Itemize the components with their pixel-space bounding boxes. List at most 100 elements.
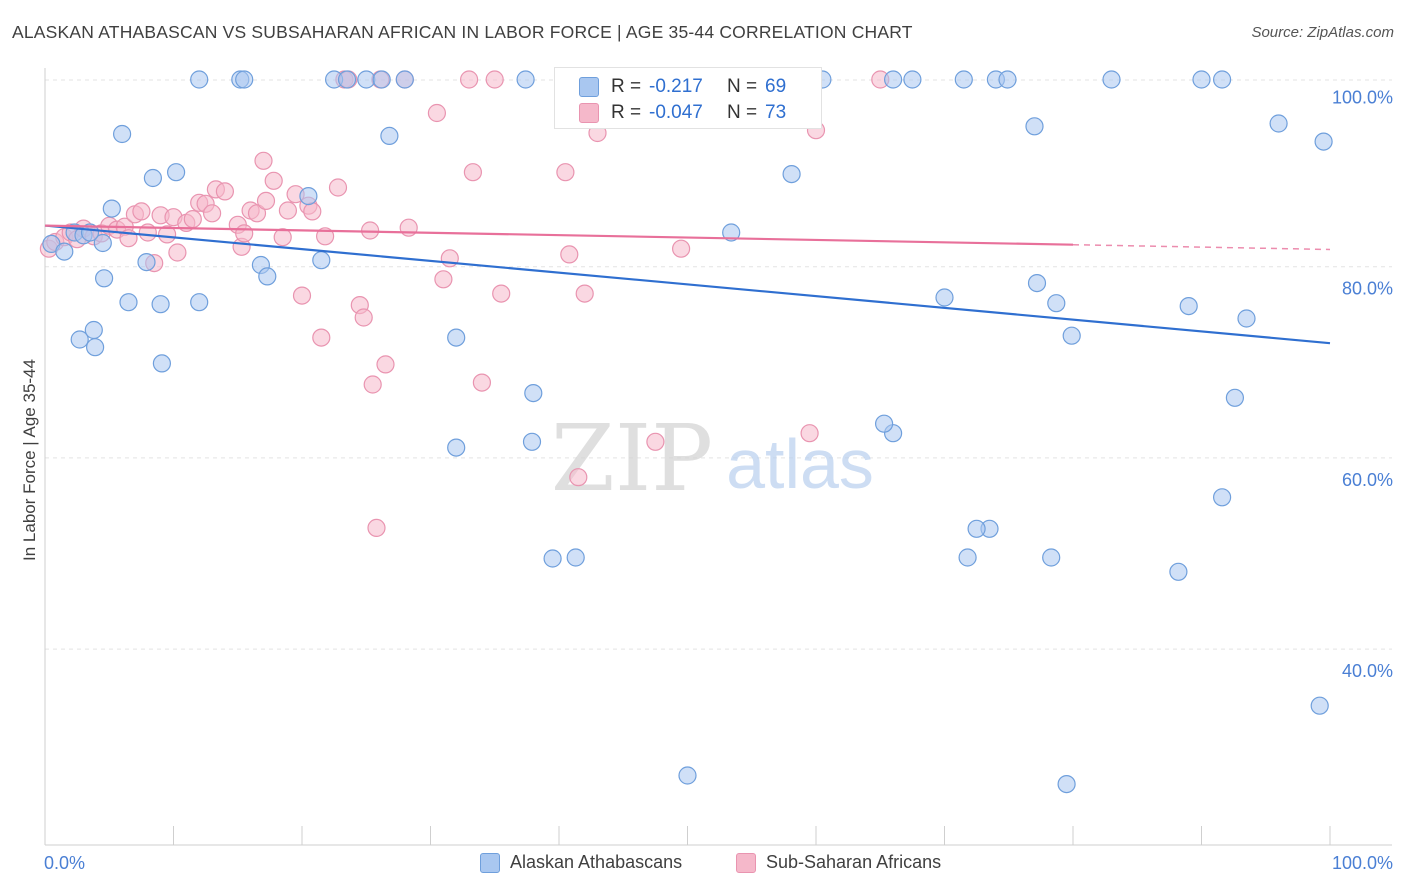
point-alaskan-athabascan [1314,132,1333,151]
legend-item-alaskan[interactable]: Alaskan Athabascans [480,852,682,873]
point-alaskan-athabascan [543,549,562,568]
trend-lines [44,224,1331,345]
point-sub-saharan-african [132,202,151,221]
point-sub-saharan-african [671,239,691,258]
point-sub-saharan-african [399,218,418,237]
point-alaskan-athabascan [967,519,986,538]
point-alaskan-athabascan [235,70,254,89]
y-tick-label: 60.0% [1342,470,1393,490]
point-alaskan-athabascan [55,242,74,261]
point-alaskan-athabascan [935,288,954,307]
point-alaskan-athabascan [998,70,1017,89]
point-alaskan-athabascan [722,223,741,242]
point-alaskan-athabascan [1025,117,1044,136]
stats-n-value: 69 [765,76,787,97]
point-sub-saharan-african [247,204,267,223]
point-sub-saharan-african [560,245,579,264]
point-alaskan-athabascan [152,354,171,373]
point-alaskan-athabascan [958,548,977,567]
point-sub-saharan-african [646,432,665,451]
stats-swatch-alaskan [579,77,599,97]
point-sub-saharan-african [278,201,297,220]
point-alaskan-athabascan [190,70,209,89]
point-sub-saharan-african [256,191,276,210]
point-alaskan-athabascan [1212,488,1232,507]
point-alaskan-athabascan [119,293,138,312]
point-sub-saharan-african [485,70,504,89]
point-alaskan-athabascan [1042,548,1061,567]
point-alaskan-athabascan [312,251,331,270]
point-alaskan-athabascan [167,163,186,182]
point-alaskan-athabascan [258,267,277,286]
point-sub-saharan-african [463,163,482,182]
point-alaskan-athabascan [874,414,894,433]
bottom-legend: Alaskan Athabascans Sub-Saharan Africans [0,852,1406,878]
point-sub-saharan-african [460,70,479,89]
legend-label-alaskan: Alaskan Athabascans [510,852,683,872]
point-sub-saharan-african [354,308,373,327]
point-alaskan-athabascan [516,70,535,89]
point-sub-saharan-african [235,224,254,243]
point-sub-saharan-african [312,328,331,347]
point-sub-saharan-african [303,202,322,221]
point-sub-saharan-african [168,243,187,262]
point-alaskan-athabascan [94,269,114,288]
point-sub-saharan-african [158,225,177,244]
point-sub-saharan-african [492,284,511,303]
point-sub-saharan-african [292,286,312,305]
point-alaskan-athabascan [1179,297,1198,316]
point-alaskan-athabascan [1169,562,1188,581]
watermark-zip: ZIP [551,405,713,512]
legend-swatch-subsaharan [736,852,756,873]
trend-line-sub-saharan-africans [44,224,1074,246]
point-alaskan-athabascan [151,295,170,314]
y-tick-label: 40.0% [1342,661,1393,681]
point-sub-saharan-african [800,424,819,443]
point-sub-saharan-african [575,284,594,303]
point-alaskan-athabascan [782,165,801,184]
point-alaskan-athabascan [954,70,973,89]
point-alaskan-athabascan [1192,70,1211,89]
trend-line-sub-saharan-africans-extension [1072,243,1331,251]
stats-swatch-subsaharan [579,103,599,123]
point-alaskan-athabascan [299,187,318,206]
point-alaskan-athabascan [1212,70,1232,89]
point-sub-saharan-african [376,355,395,374]
stats-n-label: N = [727,76,758,97]
series-alaskan-athabascans [42,70,1333,794]
x-tick-label: 0.0% [44,853,85,873]
stats-r-label: R = [611,76,642,97]
point-alaskan-athabascan [372,70,391,89]
point-alaskan-athabascan [1047,294,1066,313]
point-alaskan-athabascan [357,70,376,89]
point-alaskan-athabascan [883,70,903,89]
point-alaskan-athabascan [70,330,89,349]
stats-legend-box: R = -0.217 N = 69 R = -0.047 N = 73 [554,67,822,129]
point-sub-saharan-african [472,373,491,392]
point-sub-saharan-african [183,210,202,229]
point-alaskan-athabascan [678,766,697,785]
stats-r-label: R = [611,102,642,123]
point-alaskan-athabascan [1269,114,1288,133]
legend-item-subsaharan[interactable]: Sub-Saharan Africans [736,852,941,873]
point-alaskan-athabascan [1310,696,1329,715]
point-alaskan-athabascan [112,124,132,144]
grid-lines [45,79,1392,650]
watermark-atlas: atlas [726,425,874,503]
stats-row-alaskan: R = -0.217 N = 69 [579,74,786,100]
point-alaskan-athabascan [190,293,209,312]
y-tick-label: 100.0% [1332,88,1393,108]
point-sub-saharan-african [363,375,382,394]
point-sub-saharan-african [569,468,588,487]
point-alaskan-athabascan [93,233,112,253]
point-alaskan-athabascan [1225,388,1245,407]
point-alaskan-athabascan [102,199,121,218]
point-alaskan-athabascan [1062,326,1081,345]
point-sub-saharan-african [203,204,222,223]
point-alaskan-athabascan [137,253,156,272]
point-alaskan-athabascan [1237,309,1256,328]
point-sub-saharan-african [328,178,348,197]
stats-n-value: 73 [765,102,787,123]
point-sub-saharan-african [316,227,335,246]
